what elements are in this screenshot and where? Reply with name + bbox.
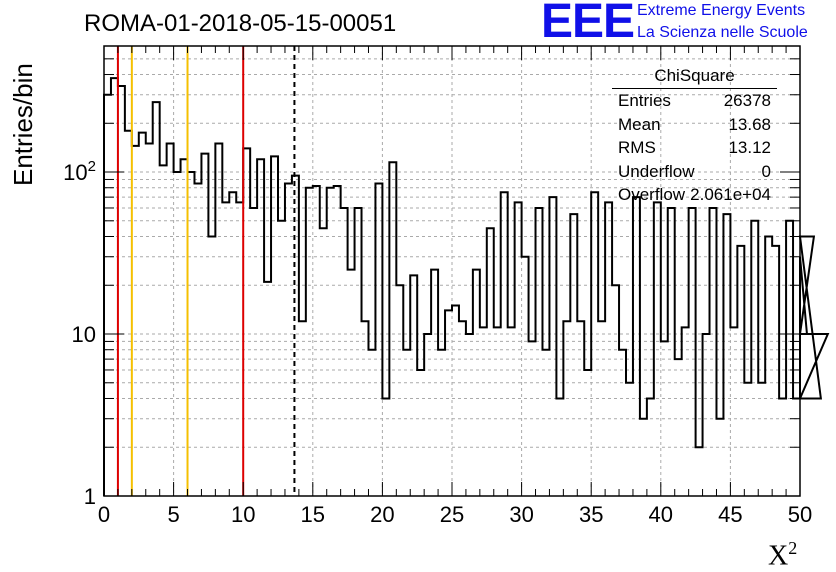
- stats-key: Overflow: [618, 185, 686, 204]
- stats-row: Overflow 2.061e+04: [612, 183, 777, 207]
- stats-key: Entries: [618, 91, 671, 110]
- x-axis-label-base: X: [768, 540, 789, 572]
- eee-logo: EEE: [541, 0, 635, 48]
- grid-lines: [104, 46, 800, 496]
- stats-row: Mean 13.68: [612, 113, 777, 137]
- x-tick-label: 15: [301, 502, 325, 527]
- x-tick-label: 10: [231, 502, 255, 527]
- logo-line-2: La Scienza nelle Scuole: [637, 24, 808, 41]
- stats-key: Mean: [618, 114, 661, 134]
- y-tick-label-sup: 2: [88, 158, 96, 175]
- x-axis-label-sup: 2: [788, 538, 798, 558]
- stats-value: 2.061e+04: [690, 185, 771, 204]
- stats-row: RMS 13.12: [612, 136, 777, 160]
- logo-line-1: Extreme Energy Events: [637, 2, 806, 19]
- stats-name: ChiSquare: [612, 66, 777, 89]
- histogram-outline: [103, 77, 830, 496]
- histogram-series: [103, 77, 830, 496]
- marker-lines: [116, 46, 296, 496]
- x-tick-label: 50: [788, 502, 812, 527]
- y-axis-label: Entries/bin: [8, 63, 38, 186]
- x-tick-label: 35: [579, 502, 603, 527]
- chart-title: ROMA-01-2018-05-15-00051: [84, 10, 397, 37]
- x-axis-label: X2: [768, 538, 797, 572]
- stats-value: 13.68: [728, 114, 771, 134]
- x-tick-label: 30: [509, 502, 533, 527]
- x-tick-label: 20: [370, 502, 394, 527]
- x-tick-label: 0: [98, 502, 110, 527]
- stats-box: ChiSquare Entries 26378 Mean 13.68 RMS 13.1…: [612, 66, 777, 207]
- stats-value: 0: [761, 161, 771, 181]
- y-tick-label: 10: [72, 322, 96, 347]
- x-tick-label: 45: [718, 502, 742, 527]
- stats-row: Entries 26378: [612, 89, 777, 113]
- x-tick-label: 25: [440, 502, 464, 527]
- x-tick-label: 40: [649, 502, 673, 527]
- stats-value: 26378: [723, 91, 771, 110]
- stats-row: Underflow 0: [612, 160, 777, 184]
- stats-value: 13.12: [728, 138, 771, 157]
- stats-key: RMS: [618, 138, 656, 157]
- y-tick-label: 102: [63, 158, 96, 185]
- x-tick-label: 5: [167, 502, 179, 527]
- stats-key: Underflow: [618, 161, 695, 181]
- y-tick-label: 1: [84, 484, 96, 509]
